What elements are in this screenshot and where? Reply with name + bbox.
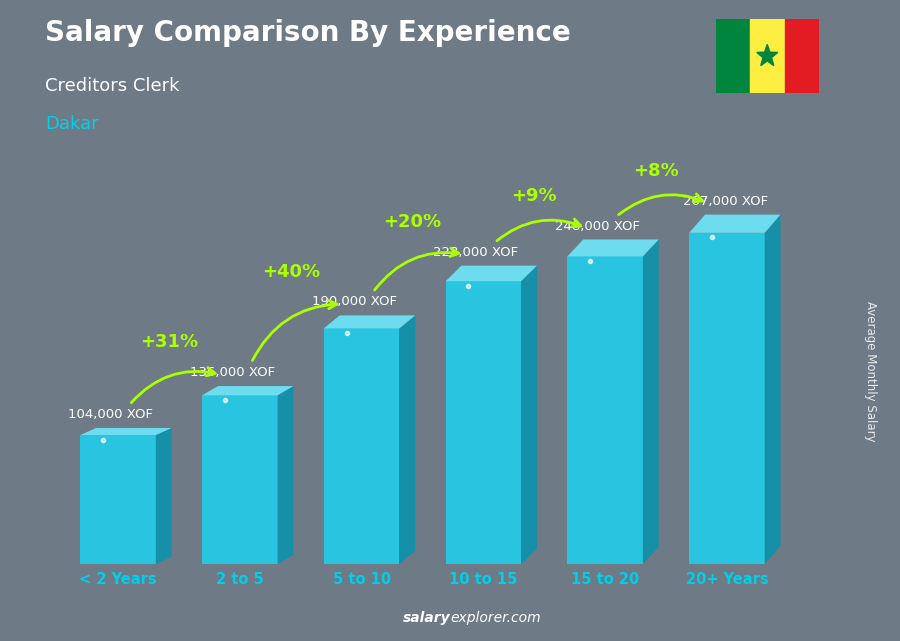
Text: +8%: +8% [634, 162, 680, 180]
Text: 248,000 XOF: 248,000 XOF [555, 220, 640, 233]
Text: salary: salary [402, 611, 450, 625]
Text: +20%: +20% [383, 213, 442, 231]
Polygon shape [324, 315, 415, 328]
Polygon shape [156, 428, 172, 564]
Polygon shape [757, 44, 778, 65]
Polygon shape [80, 428, 172, 435]
Polygon shape [324, 328, 400, 564]
Polygon shape [521, 265, 537, 564]
Polygon shape [446, 265, 537, 281]
Polygon shape [765, 215, 780, 564]
Bar [716, 19, 750, 93]
Text: 136,000 XOF: 136,000 XOF [190, 366, 275, 379]
Text: 267,000 XOF: 267,000 XOF [683, 195, 769, 208]
Polygon shape [400, 315, 415, 564]
Text: 104,000 XOF: 104,000 XOF [68, 408, 153, 421]
Text: Dakar: Dakar [45, 115, 99, 133]
Polygon shape [202, 386, 293, 395]
Polygon shape [202, 395, 277, 564]
Text: explorer.com: explorer.com [450, 611, 541, 625]
Polygon shape [446, 281, 521, 564]
Bar [750, 19, 785, 93]
Polygon shape [643, 240, 659, 564]
Text: 228,000 XOF: 228,000 XOF [434, 246, 518, 259]
Text: 190,000 XOF: 190,000 XOF [311, 296, 397, 308]
Bar [785, 19, 819, 93]
Text: +9%: +9% [511, 187, 557, 205]
Polygon shape [80, 435, 156, 564]
Text: +40%: +40% [262, 263, 320, 281]
Polygon shape [277, 386, 293, 564]
Polygon shape [567, 240, 659, 256]
Text: +31%: +31% [140, 333, 198, 351]
Text: Salary Comparison By Experience: Salary Comparison By Experience [45, 19, 571, 47]
Text: Creditors Clerk: Creditors Clerk [45, 77, 179, 95]
Polygon shape [689, 215, 780, 233]
Polygon shape [689, 233, 765, 564]
Text: Average Monthly Salary: Average Monthly Salary [865, 301, 878, 442]
Polygon shape [567, 256, 643, 564]
